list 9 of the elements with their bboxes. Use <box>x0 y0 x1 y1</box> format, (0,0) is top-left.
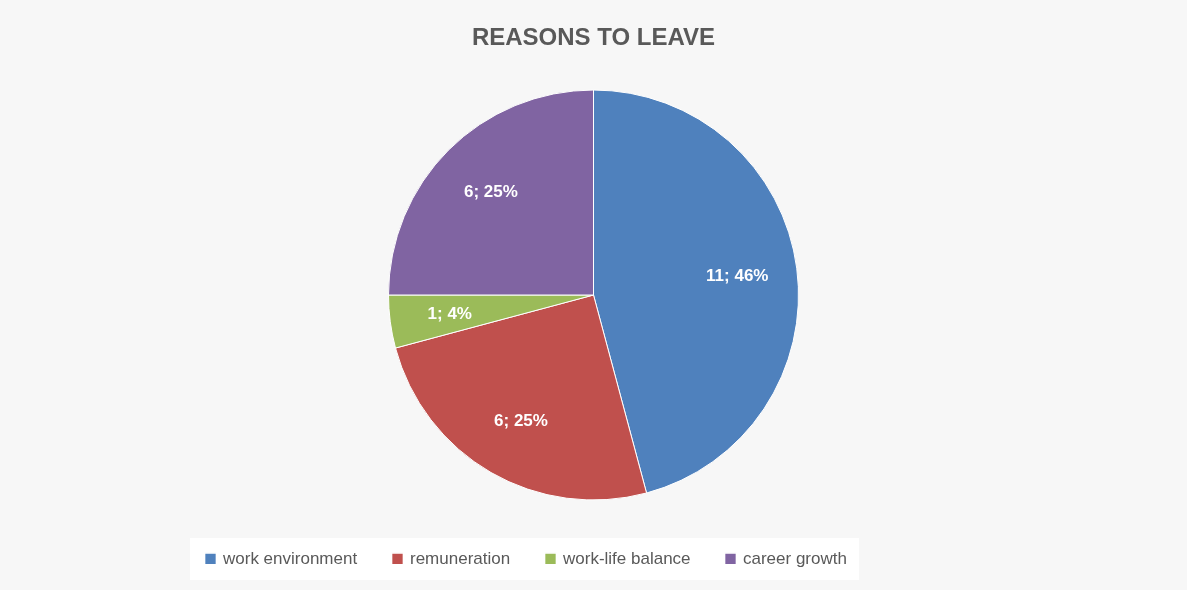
chart-title: REASONS TO LEAVE <box>471 23 716 50</box>
legend-label: work-life balance <box>562 548 691 568</box>
data-label: 1; 4% <box>427 303 472 323</box>
legend-label: work environment <box>222 548 358 568</box>
data-label: 6; 25% <box>464 182 518 202</box>
legend-label: remuneration <box>410 548 511 568</box>
data-label: 6; 25% <box>494 410 548 430</box>
data-label: 11; 46% <box>706 266 769 286</box>
legend-label: career growth <box>743 548 847 568</box>
